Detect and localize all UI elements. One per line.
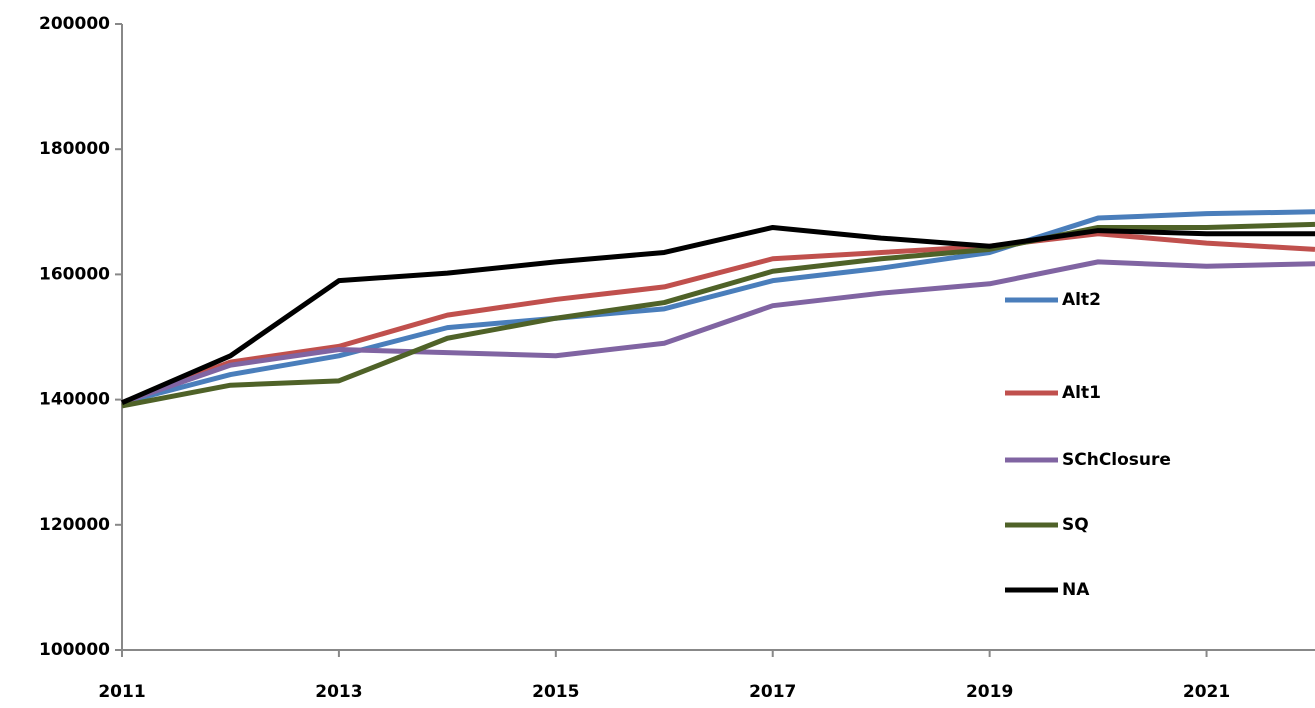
legend-label: Alt2 — [1062, 290, 1101, 310]
x-tick-label: 2015 — [532, 682, 579, 702]
x-tick-label: 2019 — [966, 682, 1013, 702]
legend-label: SChClosure — [1062, 450, 1171, 470]
y-tick-label: 200000 — [39, 14, 110, 34]
x-tick-label: 2011 — [98, 682, 145, 702]
y-tick-label: 100000 — [39, 640, 110, 660]
x-tick-label: 2017 — [749, 682, 796, 702]
series-line — [121, 231, 1315, 406]
legend-label: NA — [1062, 580, 1090, 600]
x-tick-label: 2013 — [315, 682, 362, 702]
y-tick-label: 180000 — [39, 139, 110, 159]
y-tick-label: 160000 — [39, 264, 110, 284]
legend-label: Alt1 — [1062, 383, 1101, 403]
y-tick-label: 140000 — [39, 390, 110, 410]
series-line — [121, 221, 1315, 409]
x-tick-label: 2021 — [1183, 682, 1230, 702]
y-tick-label: 120000 — [39, 515, 110, 535]
series-line — [121, 259, 1315, 406]
series-line — [121, 209, 1315, 406]
legend-label: SQ — [1062, 515, 1089, 535]
series-line — [121, 224, 1315, 406]
